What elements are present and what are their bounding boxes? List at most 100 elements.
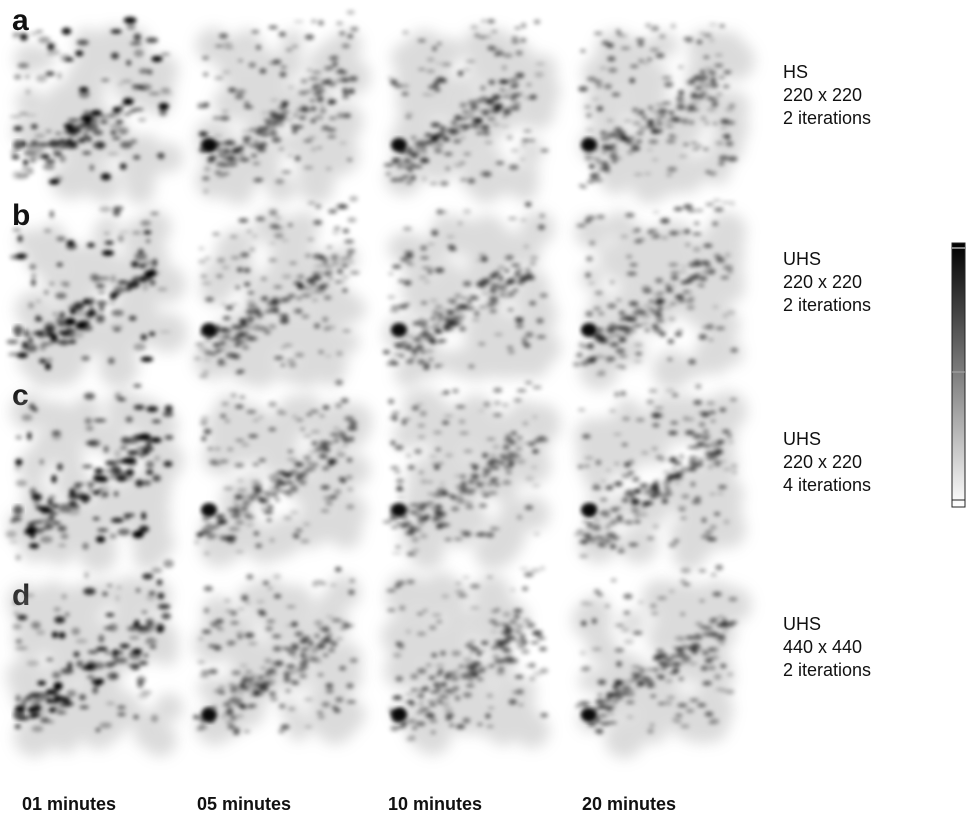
dot [260,667,266,669]
dot [326,683,334,687]
dot [312,581,318,586]
dot [295,462,301,467]
dot [123,477,134,481]
dot [727,673,733,677]
dot [621,474,630,478]
dot [463,449,473,453]
dot [649,389,658,393]
dot [347,253,352,258]
dot [590,176,595,180]
dot [449,321,459,326]
dot [702,651,709,655]
dot [441,690,448,693]
dot [709,171,716,175]
dot [219,33,228,38]
dot [683,290,689,293]
dot [324,66,333,70]
dot [463,576,470,579]
dot [406,630,412,634]
dot [502,403,508,407]
dot [105,241,114,244]
dot [467,306,475,310]
dot [212,233,220,236]
dot [679,509,686,511]
dot [719,155,729,160]
dot [525,332,533,337]
dot [199,374,208,378]
dot [248,291,255,294]
dot [242,686,248,691]
dot [501,284,509,288]
dot [48,140,59,148]
haze-blob [480,542,507,569]
dot [38,36,50,43]
dot [109,623,118,631]
haze-blob [270,244,294,268]
dot [584,106,591,108]
dot [104,468,111,474]
dot [417,668,427,673]
dot [433,691,439,693]
dot [686,709,695,713]
dot [445,327,454,330]
dot [259,458,266,461]
dot [285,689,290,693]
dot [723,519,729,524]
dot [55,293,66,299]
dot [494,103,500,105]
dot [621,692,628,696]
dot [614,392,619,397]
dot [429,676,435,679]
dot [331,261,339,266]
dot [626,700,635,704]
haze-blob [7,658,46,697]
dot [281,314,288,318]
dot [504,659,514,664]
dot [657,306,663,311]
dot [431,122,441,127]
dot [165,435,174,439]
dot [632,108,638,112]
dot [314,620,323,625]
dot [529,301,536,305]
dot [396,478,404,483]
dot [707,464,713,470]
dot [669,589,675,593]
dot [456,724,465,729]
dot [222,70,231,74]
dot [54,616,65,623]
dot [511,431,517,435]
dot [420,411,427,417]
scan-image [381,566,549,755]
dot [421,331,428,333]
dot [436,620,443,624]
haze-blob [134,726,155,747]
dot [341,276,349,278]
dot [501,647,510,650]
dot [501,65,507,70]
dot [690,100,700,105]
dot [105,115,116,118]
dot [584,457,593,459]
dot [40,344,46,351]
dot [407,504,414,508]
dot [127,626,140,631]
page: aHS220 x 2202 iterationsbUHS220 x 2202 i… [0,0,968,814]
dot [340,257,349,261]
dot [535,62,545,65]
dot [409,705,415,707]
dot [248,642,258,645]
dot [103,446,108,453]
dot [634,342,643,347]
dot [594,32,603,34]
dot [295,474,304,478]
dot [230,622,239,625]
dot [597,106,604,111]
dot [466,60,476,62]
dot [435,504,442,510]
dot [714,512,720,515]
dot [322,317,328,322]
dot [96,647,108,651]
dot [123,113,131,115]
dot [668,134,674,136]
